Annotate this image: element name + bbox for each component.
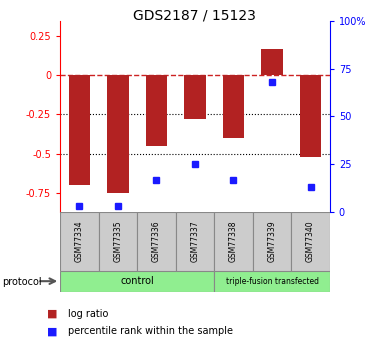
- Text: ■: ■: [47, 326, 57, 336]
- Bar: [214, 271, 330, 292]
- Bar: [146, 76, 167, 146]
- Text: GSM77340: GSM77340: [306, 221, 315, 262]
- Bar: [253, 212, 291, 271]
- Text: triple-fusion transfected: triple-fusion transfected: [225, 277, 319, 286]
- Text: ■: ■: [47, 309, 57, 319]
- Bar: [60, 271, 214, 292]
- Bar: [262, 49, 282, 76]
- Bar: [60, 212, 99, 271]
- Text: GSM77339: GSM77339: [267, 221, 277, 262]
- Bar: [291, 212, 330, 271]
- Bar: [137, 212, 176, 271]
- Bar: [99, 212, 137, 271]
- Text: percentile rank within the sample: percentile rank within the sample: [68, 326, 233, 336]
- Bar: [214, 212, 253, 271]
- Text: GDS2187 / 15123: GDS2187 / 15123: [133, 9, 255, 23]
- Bar: [176, 212, 214, 271]
- Bar: [107, 76, 128, 193]
- Bar: [300, 76, 321, 157]
- Text: GSM77338: GSM77338: [229, 221, 238, 262]
- Bar: [184, 76, 206, 119]
- Text: GSM77334: GSM77334: [75, 221, 84, 262]
- Text: GSM77335: GSM77335: [113, 221, 123, 262]
- Bar: [223, 76, 244, 138]
- Text: GSM77336: GSM77336: [152, 221, 161, 262]
- Text: protocol: protocol: [2, 277, 42, 287]
- Bar: [69, 76, 90, 185]
- Text: control: control: [120, 276, 154, 286]
- Text: log ratio: log ratio: [68, 309, 108, 319]
- Text: GSM77337: GSM77337: [191, 221, 199, 262]
